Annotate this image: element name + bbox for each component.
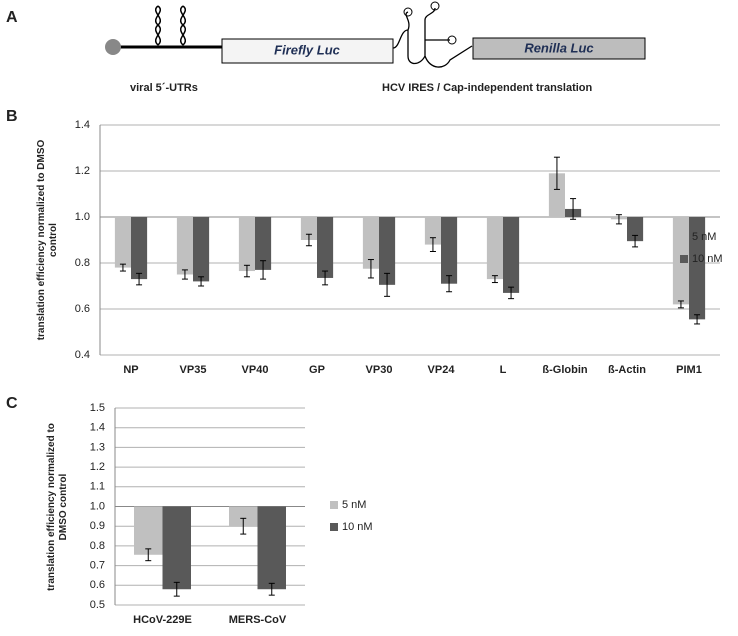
- bar: [134, 506, 163, 555]
- firefly-label: Firefly Luc: [274, 42, 341, 57]
- y-tick-label: 1.4: [90, 422, 105, 434]
- x-tick-label: ß-Globin: [542, 364, 587, 376]
- cap: [105, 39, 121, 55]
- x-tick-label: L: [500, 364, 507, 376]
- bar: [441, 217, 458, 284]
- y-tick-label: 0.9: [90, 520, 105, 532]
- y-tick-label: 1.3: [90, 441, 105, 453]
- y-axis-title: translation efficiency normalized to DMS…: [46, 422, 69, 591]
- legend-label: 10 nM: [342, 521, 373, 533]
- bar: [627, 217, 644, 242]
- y-tick-label: 0.5: [90, 599, 105, 611]
- ires-loop: [447, 35, 457, 45]
- y-tick-label: 1.1: [90, 481, 105, 493]
- panel-label: B: [6, 108, 18, 125]
- bar: [379, 217, 396, 285]
- ires-loop: [430, 1, 440, 11]
- x-tick-label: VP35: [180, 364, 207, 376]
- bar: [424, 217, 441, 245]
- y-axis-title: translation efficiency normalized to DMS…: [36, 139, 59, 341]
- legend-swatch: [680, 233, 688, 241]
- y-tick-label: 1.2: [75, 165, 90, 177]
- renilla-label: Renilla Luc: [524, 40, 594, 55]
- bar: [548, 173, 565, 217]
- stem-loop: [180, 5, 186, 46]
- panel-label: C: [6, 395, 18, 412]
- renilla-box: [472, 37, 646, 60]
- bar: [162, 506, 191, 590]
- ires-label: HCV IRES / Cap-independent translation: [382, 82, 593, 94]
- legend-swatch: [330, 523, 338, 531]
- ires: [392, 7, 473, 68]
- bar: [131, 217, 148, 280]
- y-tick-label: 1.5: [90, 402, 105, 414]
- firefly-box: [221, 38, 394, 64]
- stem-loop: [155, 5, 161, 46]
- x-tick-label: ß-Actin: [608, 364, 646, 376]
- x-tick-label: VP30: [366, 364, 393, 376]
- bar: [229, 506, 258, 527]
- x-tick-label: NP: [123, 364, 138, 376]
- legend-label: 5 nM: [342, 499, 366, 511]
- ires-loop: [403, 7, 413, 17]
- y-tick-label: 0.6: [75, 303, 90, 315]
- y-tick-label: 0.8: [90, 540, 105, 552]
- x-tick-label: MERS-CoV: [229, 614, 287, 626]
- legend-label: 10 nM: [692, 253, 723, 265]
- panel-label: A: [6, 9, 18, 26]
- y-tick-label: 0.6: [90, 579, 105, 591]
- bar: [300, 217, 317, 240]
- x-tick-label: GP: [309, 364, 325, 376]
- legend-swatch: [330, 501, 338, 509]
- bar: [114, 217, 131, 268]
- bar: [238, 217, 255, 272]
- bar: [503, 217, 520, 293]
- y-tick-label: 1.0: [75, 211, 90, 223]
- y-tick-label: 0.4: [75, 349, 90, 361]
- legend-label: 5 nM: [692, 231, 716, 243]
- bar: [257, 506, 286, 590]
- y-tick-label: 0.8: [75, 257, 90, 269]
- x-tick-label: VP40: [242, 364, 269, 376]
- bar: [255, 217, 272, 270]
- x-tick-label: PIM1: [676, 364, 702, 376]
- x-tick-label: VP24: [428, 364, 456, 376]
- x-tick-label: HCoV-229E: [133, 614, 192, 626]
- y-tick-label: 0.7: [90, 560, 105, 572]
- bar: [362, 217, 379, 269]
- utr-label: viral 5´-UTRs: [130, 82, 198, 94]
- bar: [176, 217, 193, 275]
- y-tick-label: 1.4: [75, 119, 90, 131]
- bar: [193, 217, 210, 282]
- bar: [689, 217, 706, 320]
- bar: [486, 217, 503, 280]
- legend-swatch: [680, 255, 688, 263]
- bar: [317, 217, 334, 278]
- y-tick-label: 1.0: [90, 500, 105, 512]
- y-tick-label: 1.2: [90, 461, 105, 473]
